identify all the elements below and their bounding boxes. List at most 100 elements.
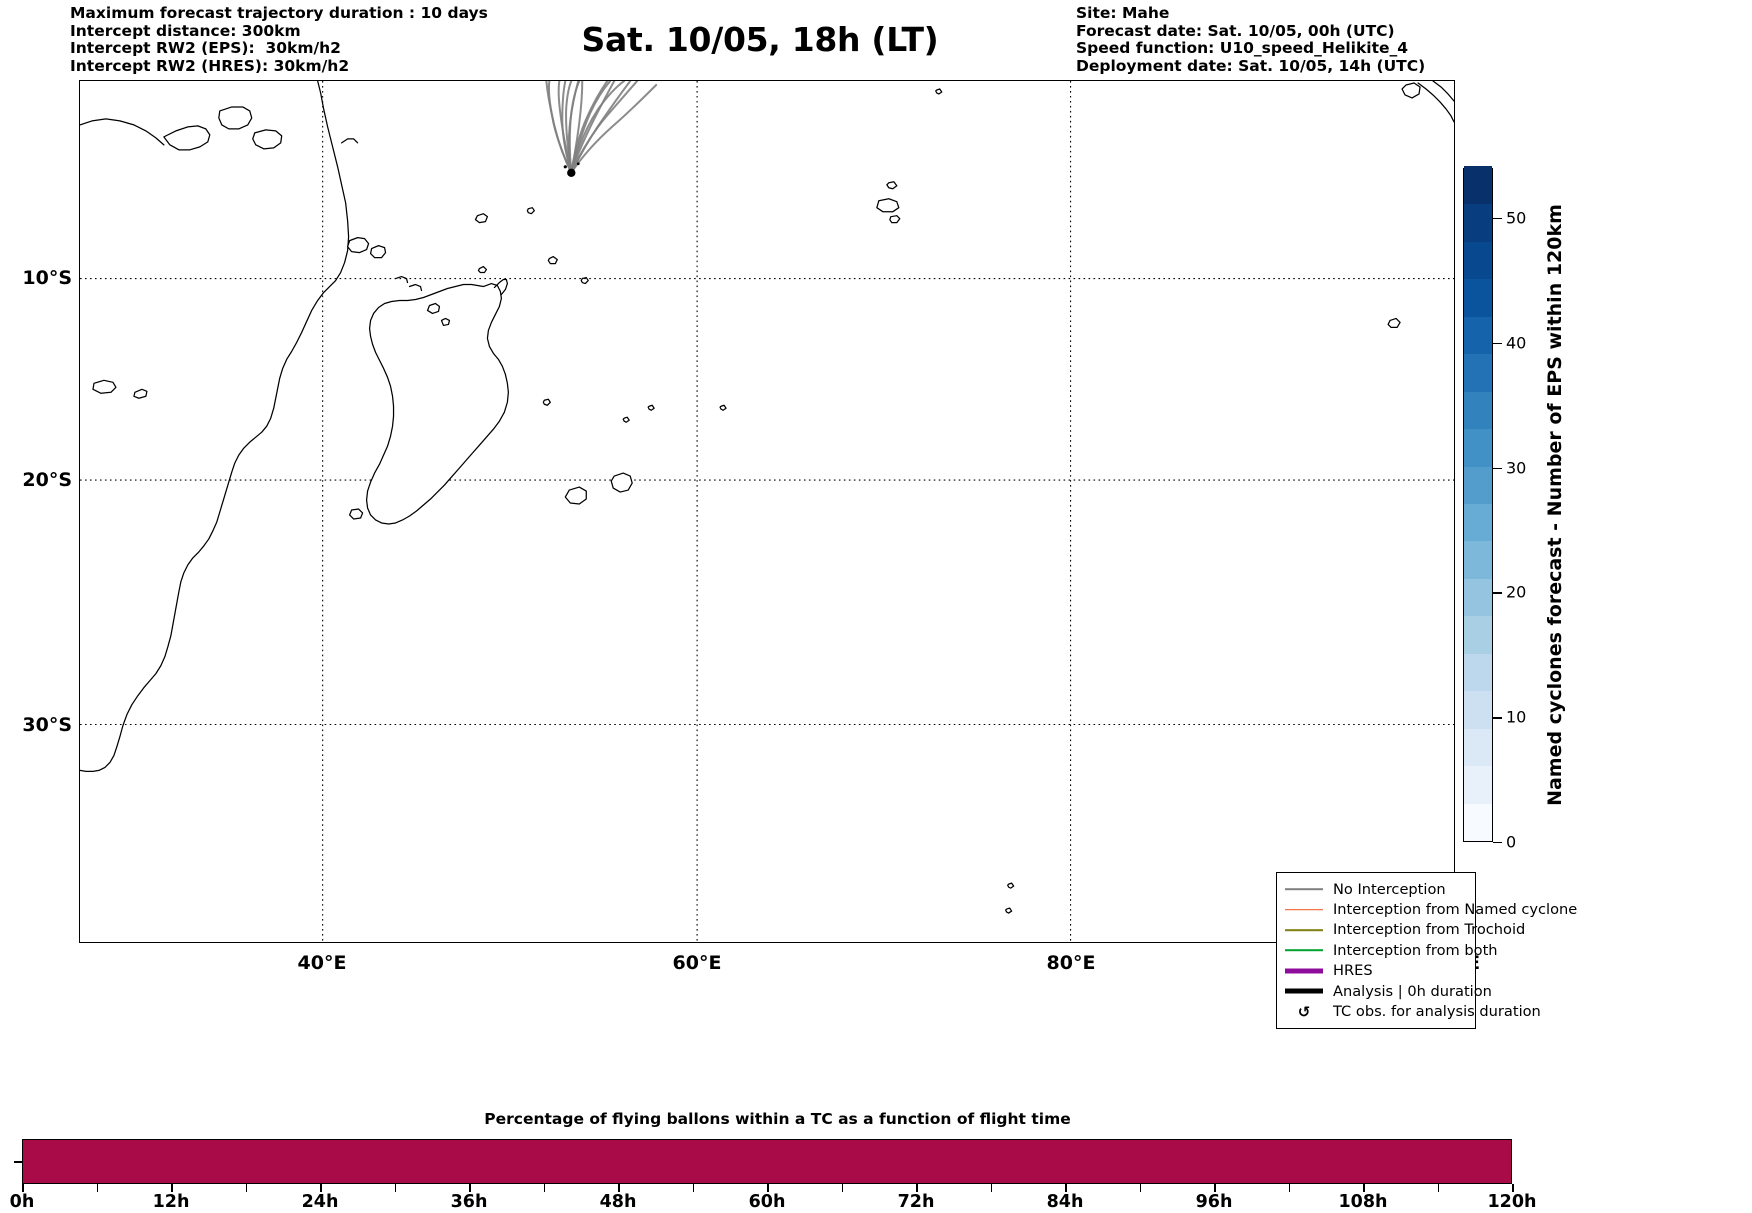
bar-minor-tick bbox=[990, 1184, 992, 1192]
bar-minor-tick bbox=[394, 1184, 396, 1192]
colorbar-segment bbox=[1464, 653, 1492, 692]
legend-item-5[interactable]: Analysis | 0h duration bbox=[1283, 981, 1492, 1001]
legend-line-swatch bbox=[1283, 882, 1325, 896]
colorbar-label-text: Named cyclones forecast - Number of EPS … bbox=[1544, 204, 1566, 806]
colorbar-tick-label: 20 bbox=[1506, 582, 1527, 602]
bar-tick-label: 24h bbox=[301, 1192, 339, 1212]
bar-minor-tick bbox=[1363, 1184, 1365, 1192]
bar-minor-tick bbox=[96, 1184, 98, 1192]
map-legend[interactable]: No Interception Interception from Named c… bbox=[1276, 872, 1577, 1029]
colorbar-axis-label: Named cyclones forecast - Number of EPS … bbox=[1540, 168, 1570, 842]
legend-line-swatch bbox=[1283, 943, 1325, 957]
bar-tick-label: 108h bbox=[1338, 1192, 1388, 1212]
bar-minor-tick bbox=[1139, 1184, 1141, 1192]
colorbar-segment bbox=[1464, 503, 1492, 542]
colorbar-tick-label: 10 bbox=[1506, 707, 1527, 727]
header-right-line-1: Forecast date: Sat. 10/05, 00h (UTC) bbox=[1076, 21, 1395, 40]
bar-y-tick bbox=[14, 1161, 22, 1163]
colorbar-tick bbox=[1493, 217, 1502, 220]
legend-item-label: TC obs. for analysis duration bbox=[1333, 1003, 1541, 1021]
page-title: Sat. 10/05, 18h (LT) bbox=[581, 20, 939, 59]
map-gridlines bbox=[80, 81, 1454, 942]
colorbar-segment bbox=[1464, 241, 1492, 280]
header-right-line-3: Deployment date: Sat. 10/05, 14h (UTC) bbox=[1076, 56, 1426, 75]
bar-minor-tick bbox=[1437, 1184, 1439, 1192]
xtick-label: 80°E bbox=[1046, 952, 1096, 974]
colorbar-segment bbox=[1464, 540, 1492, 579]
bar-tick-label: 0h bbox=[9, 1192, 35, 1212]
legend-item-label: Interception from both bbox=[1333, 941, 1498, 959]
xtick-label: 60°E bbox=[672, 952, 722, 974]
colorbar-gradient bbox=[1463, 166, 1493, 842]
legend-item-6[interactable]: ↺ TC obs. for analysis duration bbox=[1283, 1001, 1541, 1021]
legend-line-swatch bbox=[1283, 903, 1325, 917]
bar-tick-label: 36h bbox=[450, 1192, 488, 1212]
bar-minor-tick bbox=[22, 1184, 24, 1192]
colorbar-segment bbox=[1464, 203, 1492, 242]
legend-item-1[interactable]: Interception from Named cyclone bbox=[1283, 899, 1577, 919]
header-left-info: Maximum forecast trajectory duration : 1… bbox=[70, 4, 488, 75]
bar-tick-label: 12h bbox=[152, 1192, 190, 1212]
legend-item-0[interactable]: No Interception bbox=[1283, 879, 1467, 899]
bar-minor-tick bbox=[469, 1184, 471, 1192]
colorbar-segment bbox=[1464, 166, 1492, 205]
bar-tick-label: 72h bbox=[897, 1192, 935, 1212]
header-left-line-2: Intercept RW2 (EPS): 30km/h2 bbox=[70, 39, 341, 57]
colorbar-tick bbox=[1493, 592, 1502, 594]
colorbar-tick-label: 30 bbox=[1506, 458, 1527, 478]
legend-item-4[interactable]: HRES bbox=[1283, 961, 1467, 981]
coastlines bbox=[80, 81, 1454, 914]
legend-item-label: HRES bbox=[1333, 962, 1373, 980]
bar-tick-label: 96h bbox=[1195, 1192, 1233, 1212]
colorbar-segment bbox=[1464, 465, 1492, 504]
ytick-label: 10°S bbox=[22, 267, 72, 289]
legend-item-2[interactable]: Interception from Trochoid bbox=[1283, 920, 1525, 940]
forecast-map[interactable]: .coast{fill:none;stroke:#000;stroke-widt… bbox=[79, 80, 1455, 943]
bar-minor-tick bbox=[1065, 1184, 1067, 1192]
bottom-chart-title: Percentage of flying ballons within a TC… bbox=[484, 1110, 1071, 1128]
bar-tick-label: 60h bbox=[748, 1192, 786, 1212]
colorbar-tick-label: 0 bbox=[1506, 832, 1517, 852]
bar-minor-tick bbox=[171, 1184, 173, 1192]
ytick-label: 30°S bbox=[22, 714, 72, 736]
bar-minor-tick bbox=[916, 1184, 918, 1192]
colorbar-segment bbox=[1464, 615, 1492, 654]
colorbar-tick-label: 50 bbox=[1506, 208, 1527, 228]
legend-item-label: Interception from Named cyclone bbox=[1333, 901, 1578, 919]
colorbar[interactable]: 0 10 20 30 40 50 bbox=[1463, 166, 1526, 852]
bar-minor-tick bbox=[543, 1184, 545, 1192]
colorbar-tick-label: 40 bbox=[1506, 333, 1527, 353]
header-left-line-1: Intercept distance: 300km bbox=[70, 21, 301, 40]
colorbar-tick bbox=[1493, 717, 1502, 719]
colorbar-segment bbox=[1464, 391, 1492, 430]
colorbar-segment bbox=[1464, 690, 1492, 729]
header-left-line-3: Intercept RW2 (HRES): 30km/h2 bbox=[70, 56, 350, 75]
legend-item-3[interactable]: Interception from both bbox=[1283, 940, 1498, 960]
bar-tick-label: 84h bbox=[1046, 1192, 1084, 1212]
tc-observation-icon: ↺ bbox=[1297, 1002, 1311, 1021]
colorbar-segment bbox=[1464, 728, 1492, 767]
bar-minor-tick bbox=[767, 1184, 769, 1192]
colorbar-segment bbox=[1464, 578, 1492, 617]
bar-minor-tick bbox=[1512, 1184, 1514, 1192]
colorbar-segment bbox=[1464, 353, 1492, 392]
header-right-line-0: Site: Mahe bbox=[1076, 4, 1170, 22]
bar-minor-tick bbox=[692, 1184, 694, 1192]
map-canvas: .coast{fill:none;stroke:#000;stroke-widt… bbox=[80, 81, 1454, 942]
bar-fill bbox=[23, 1140, 1511, 1183]
colorbar-segment bbox=[1464, 802, 1492, 841]
colorbar-segment bbox=[1464, 765, 1492, 804]
colorbar-segment bbox=[1464, 316, 1492, 355]
ytick-label: 20°S bbox=[22, 469, 72, 491]
header-left-line-0: Maximum forecast trajectory duration : 1… bbox=[70, 4, 488, 22]
colorbar-segment bbox=[1464, 428, 1492, 467]
colorbar-tick bbox=[1493, 467, 1502, 469]
header-right-info: Site: Mahe Forecast date: Sat. 10/05, 00h… bbox=[1076, 4, 1426, 75]
bar-minor-tick bbox=[320, 1184, 322, 1192]
flight-time-bar-chart[interactable] bbox=[22, 1139, 1512, 1184]
bar-minor-tick bbox=[245, 1184, 247, 1192]
legend-line-swatch bbox=[1283, 984, 1325, 998]
legend-line-swatch bbox=[1283, 923, 1325, 937]
colorbar-tick bbox=[1493, 842, 1502, 844]
bar-tick-label: 120h bbox=[1487, 1192, 1537, 1212]
